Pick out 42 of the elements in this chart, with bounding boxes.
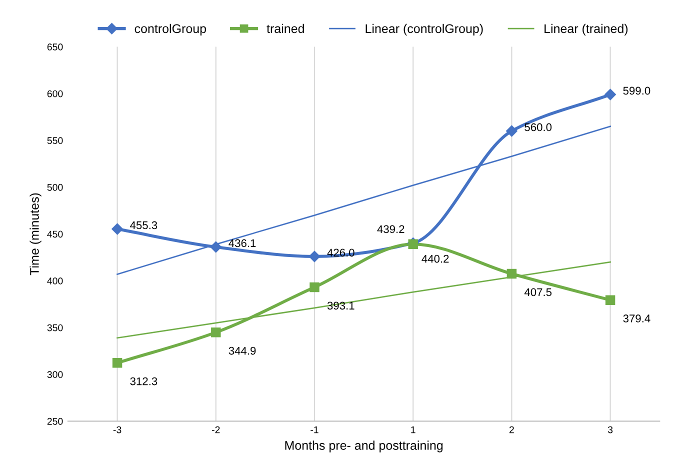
y-tick-label: 500 [47, 184, 63, 191]
point [308, 250, 320, 262]
data-label: 344.9 [228, 346, 256, 355]
legend-label: Linear (controlGroup) [366, 24, 483, 36]
point [211, 328, 221, 338]
x-tick-label: 2 [509, 426, 514, 434]
data-label: 379.4 [623, 314, 650, 322]
point [210, 241, 222, 253]
x-axis-title: Months pre- and posttraining [285, 440, 443, 452]
y-tick-label: 250 [47, 418, 63, 425]
point [506, 268, 517, 279]
x-tick-label: 1 [411, 426, 416, 434]
y-tick-label: 600 [47, 90, 63, 98]
point [506, 125, 518, 137]
x-tick-label: -2 [212, 426, 220, 434]
y-axis-title: Time (minutes) [30, 193, 42, 276]
y-tick-label: 300 [47, 371, 63, 378]
data-label: 440.2 [422, 254, 449, 263]
legend-label: trained [266, 24, 304, 34]
x-tick-label: 3 [608, 426, 613, 434]
y-tick-label: 400 [47, 278, 63, 284]
data-label: 560.0 [524, 123, 552, 132]
data-label: 393.1 [327, 302, 354, 310]
data-label: 599.0 [623, 86, 650, 95]
point [310, 282, 320, 292]
data-label: 455.3 [130, 221, 158, 230]
x-tick-label: -1 [310, 426, 318, 434]
data-label: 439.2 [377, 225, 404, 234]
point [112, 223, 123, 235]
legend-label: Linear (trained) [544, 24, 628, 36]
y-tick-label: 550 [47, 137, 63, 144]
point [605, 295, 616, 305]
point [112, 358, 122, 368]
y-tick-label: 450 [47, 230, 63, 238]
point [604, 88, 616, 100]
data-label: 312.3 [130, 377, 158, 386]
data-label: 407.5 [524, 288, 552, 296]
data-label: 436.1 [228, 239, 256, 248]
x-tick-label: -3 [113, 426, 122, 434]
y-tick-label: 650 [47, 44, 63, 50]
legend-label: controlGroup [134, 24, 206, 36]
y-tick-label: 350 [47, 324, 63, 332]
